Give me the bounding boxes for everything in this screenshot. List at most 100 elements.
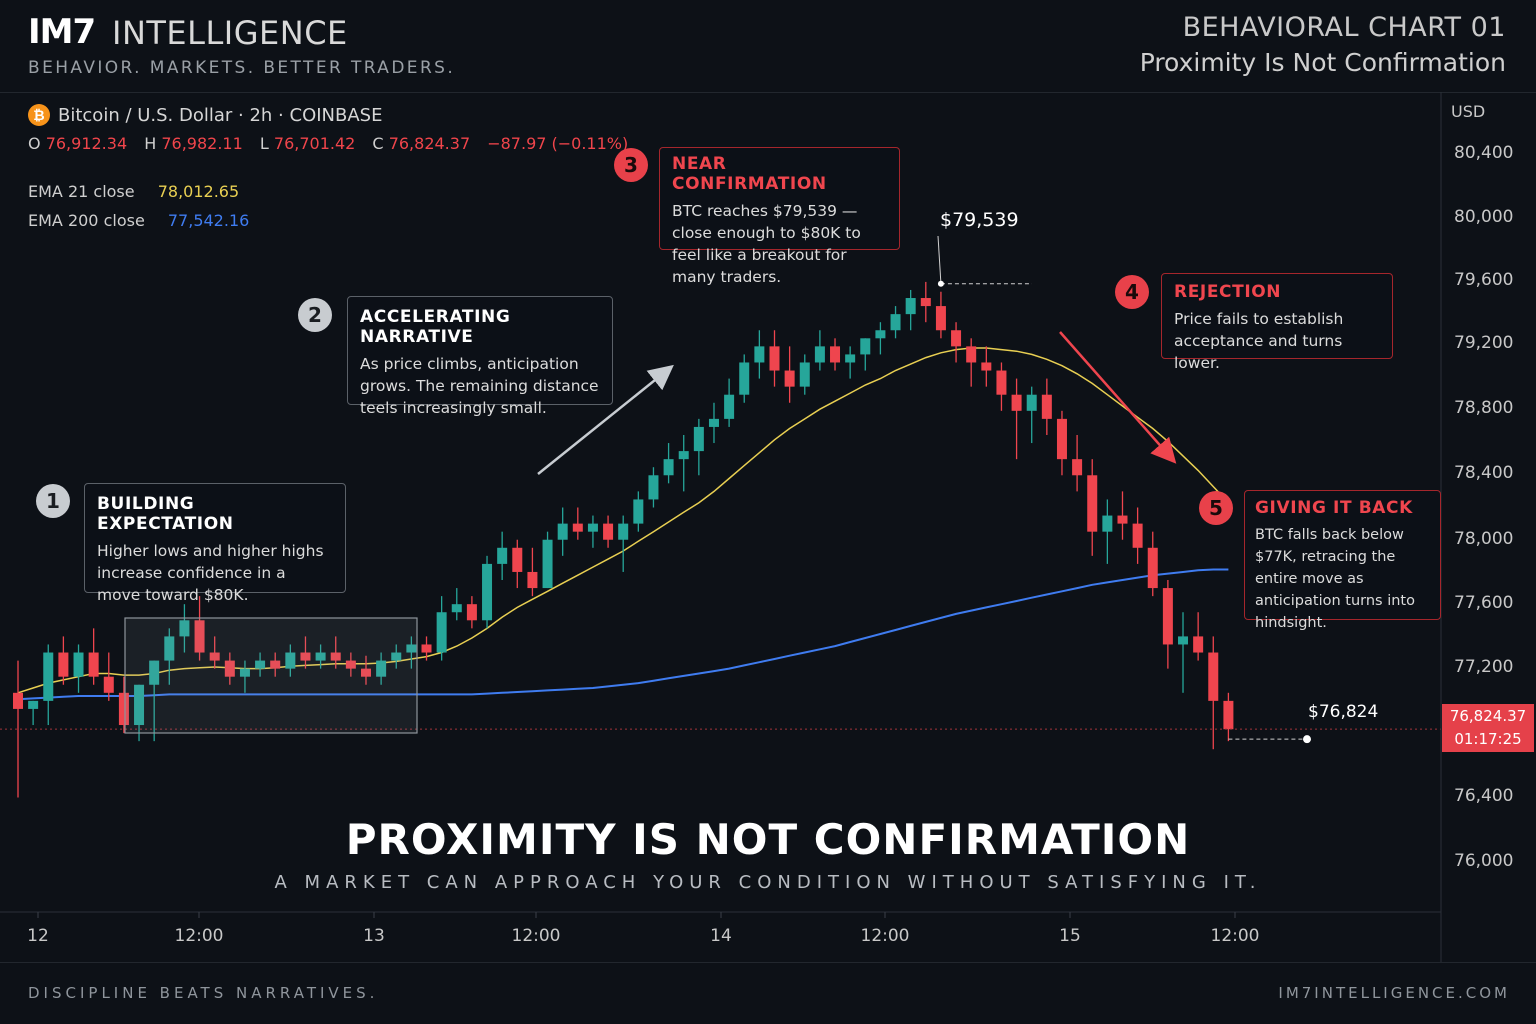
candle-body [542,539,553,589]
headline-title: PROXIMITY IS NOT CONFIRMATION [345,815,1191,864]
candle-body [693,426,704,452]
candle-body [1011,394,1022,411]
candle-body [360,668,371,677]
footer-website[interactable]: IM7INTELLIGENCE.COM [1278,984,1510,1002]
candle-body [300,652,311,661]
headline-subtitle: A MARKET CAN APPROACH YOUR CONDITION WIT… [274,872,1262,893]
low-label: L [259,134,269,153]
candle-body [497,547,508,564]
callout-4-badge: 4 [1115,275,1149,309]
ema200-row[interactable]: EMA 200 close 77,542.16 [28,211,249,230]
callout-5-title: GIVING IT BACK [1255,498,1413,518]
callout-rejection: REJECTION Price fails to establish accep… [1161,273,1393,372]
callout-1-text: Higher lows and higher highs increase co… [97,542,324,604]
callout-5-text: BTC falls back below $77K, retracing the… [1255,527,1415,631]
candle-body [421,644,432,653]
candle-body [1026,394,1037,411]
callout-giving-it-back: GIVING IT BACK BTC falls back below $77K… [1244,490,1441,631]
callout-2-text: As price climbs, anticipation grows. The… [360,355,599,417]
candle-body [966,346,977,363]
y-tick-label: 79,200 [1454,333,1514,353]
peak-price-label: $79,539 [940,209,1019,231]
candle-body [572,523,583,532]
candle-body [754,346,765,363]
callout-1-badge: 1 [36,484,70,518]
callout-2-badge: 2 [298,298,332,332]
candle-body [436,612,447,653]
symbol-label: Bitcoin / U.S. Dollar · 2h · COINBASE [58,104,383,126]
candle-body [391,652,402,661]
y-tick-label: 79,600 [1454,270,1514,290]
callout-1-title: BUILDING EXPECTATION [97,494,234,534]
candle-countdown: 01:17:25 [1454,730,1522,748]
candle-body [1041,394,1052,419]
candle-body [905,298,916,315]
candle-body [587,523,598,532]
candle-body [134,684,145,726]
candle-body [73,652,84,677]
y-tick-label: 80,400 [1454,143,1514,163]
symbol-row[interactable]: ₿ Bitcoin / U.S. Dollar · 2h · COINBASE [28,104,382,126]
candle-body [13,692,23,709]
candle-body [406,644,417,653]
high-label: H [144,134,157,153]
candle-body [1162,588,1173,645]
y-tick-label: 80,000 [1454,207,1514,227]
candle-body [996,370,1007,395]
open-value: 76,912.34 [45,134,128,153]
x-tick-label: 12:00 [860,926,910,946]
candle-body [194,620,205,653]
x-tick-label: 13 [363,926,385,946]
change-value: −87.97 (−0.11%) [487,134,629,153]
candle-body [255,660,266,669]
candle-body [315,652,326,661]
callout-4-title: REJECTION [1174,282,1282,302]
brand-logo: IM7 [28,12,96,52]
candle-body [58,652,69,677]
last-price-label: $76,824 [1308,702,1379,722]
x-tick-label: 12:00 [1210,926,1260,946]
header-divider [0,92,1536,93]
high-value: 76,982.11 [161,134,243,153]
callout-4-text: Price fails to establish acceptance and … [1174,310,1344,372]
candle-body [920,298,931,307]
candle-body [330,652,341,661]
footer-divider [0,962,1536,963]
candle-body [1072,459,1083,476]
candle-body [451,604,462,613]
brand-name: INTELLIGENCE [112,14,348,52]
candle-body [830,346,841,363]
candle-body [209,652,220,661]
x-tick-label: 12:00 [174,926,224,946]
candle-body [784,370,795,387]
candle-body [118,692,129,726]
y-tick-label: 76,400 [1454,786,1514,806]
candle-body [1056,418,1067,460]
overlay-layer [0,235,1441,744]
candle-body [1208,652,1219,701]
close-value: 76,824.37 [388,134,471,153]
candle-body [88,652,99,677]
candle-body [285,652,296,669]
candle-body [179,620,190,637]
currency-label: USD [1451,102,1486,121]
candle-body [951,330,962,347]
y-tick-label: 77,600 [1454,593,1514,613]
candle-body [28,700,39,709]
candle-body [1178,636,1189,645]
peak-marker [937,280,944,287]
callout-accelerating-narrative: ACCELERATING NARRATIVE As price climbs, … [347,296,613,417]
candle-body [482,563,493,621]
brand-tagline: BEHAVIOR. MARKETS. BETTER TRADERS. [28,58,456,78]
current-price-value: 76,824.37 [1449,707,1527,725]
ema21-row[interactable]: EMA 21 close 78,012.65 [28,182,239,201]
x-tick-label: 14 [710,926,732,946]
callout-3-title: NEAR CONFIRMATION [672,154,827,194]
candle-body [1087,475,1098,532]
chart-subtitle: Proximity Is Not Confirmation [1139,48,1506,77]
candle-body [103,676,114,693]
x-tick-label: 12:00 [511,926,561,946]
candle-body [239,668,250,677]
candle-body [1223,700,1234,730]
x-tick-label: 12 [27,926,49,946]
